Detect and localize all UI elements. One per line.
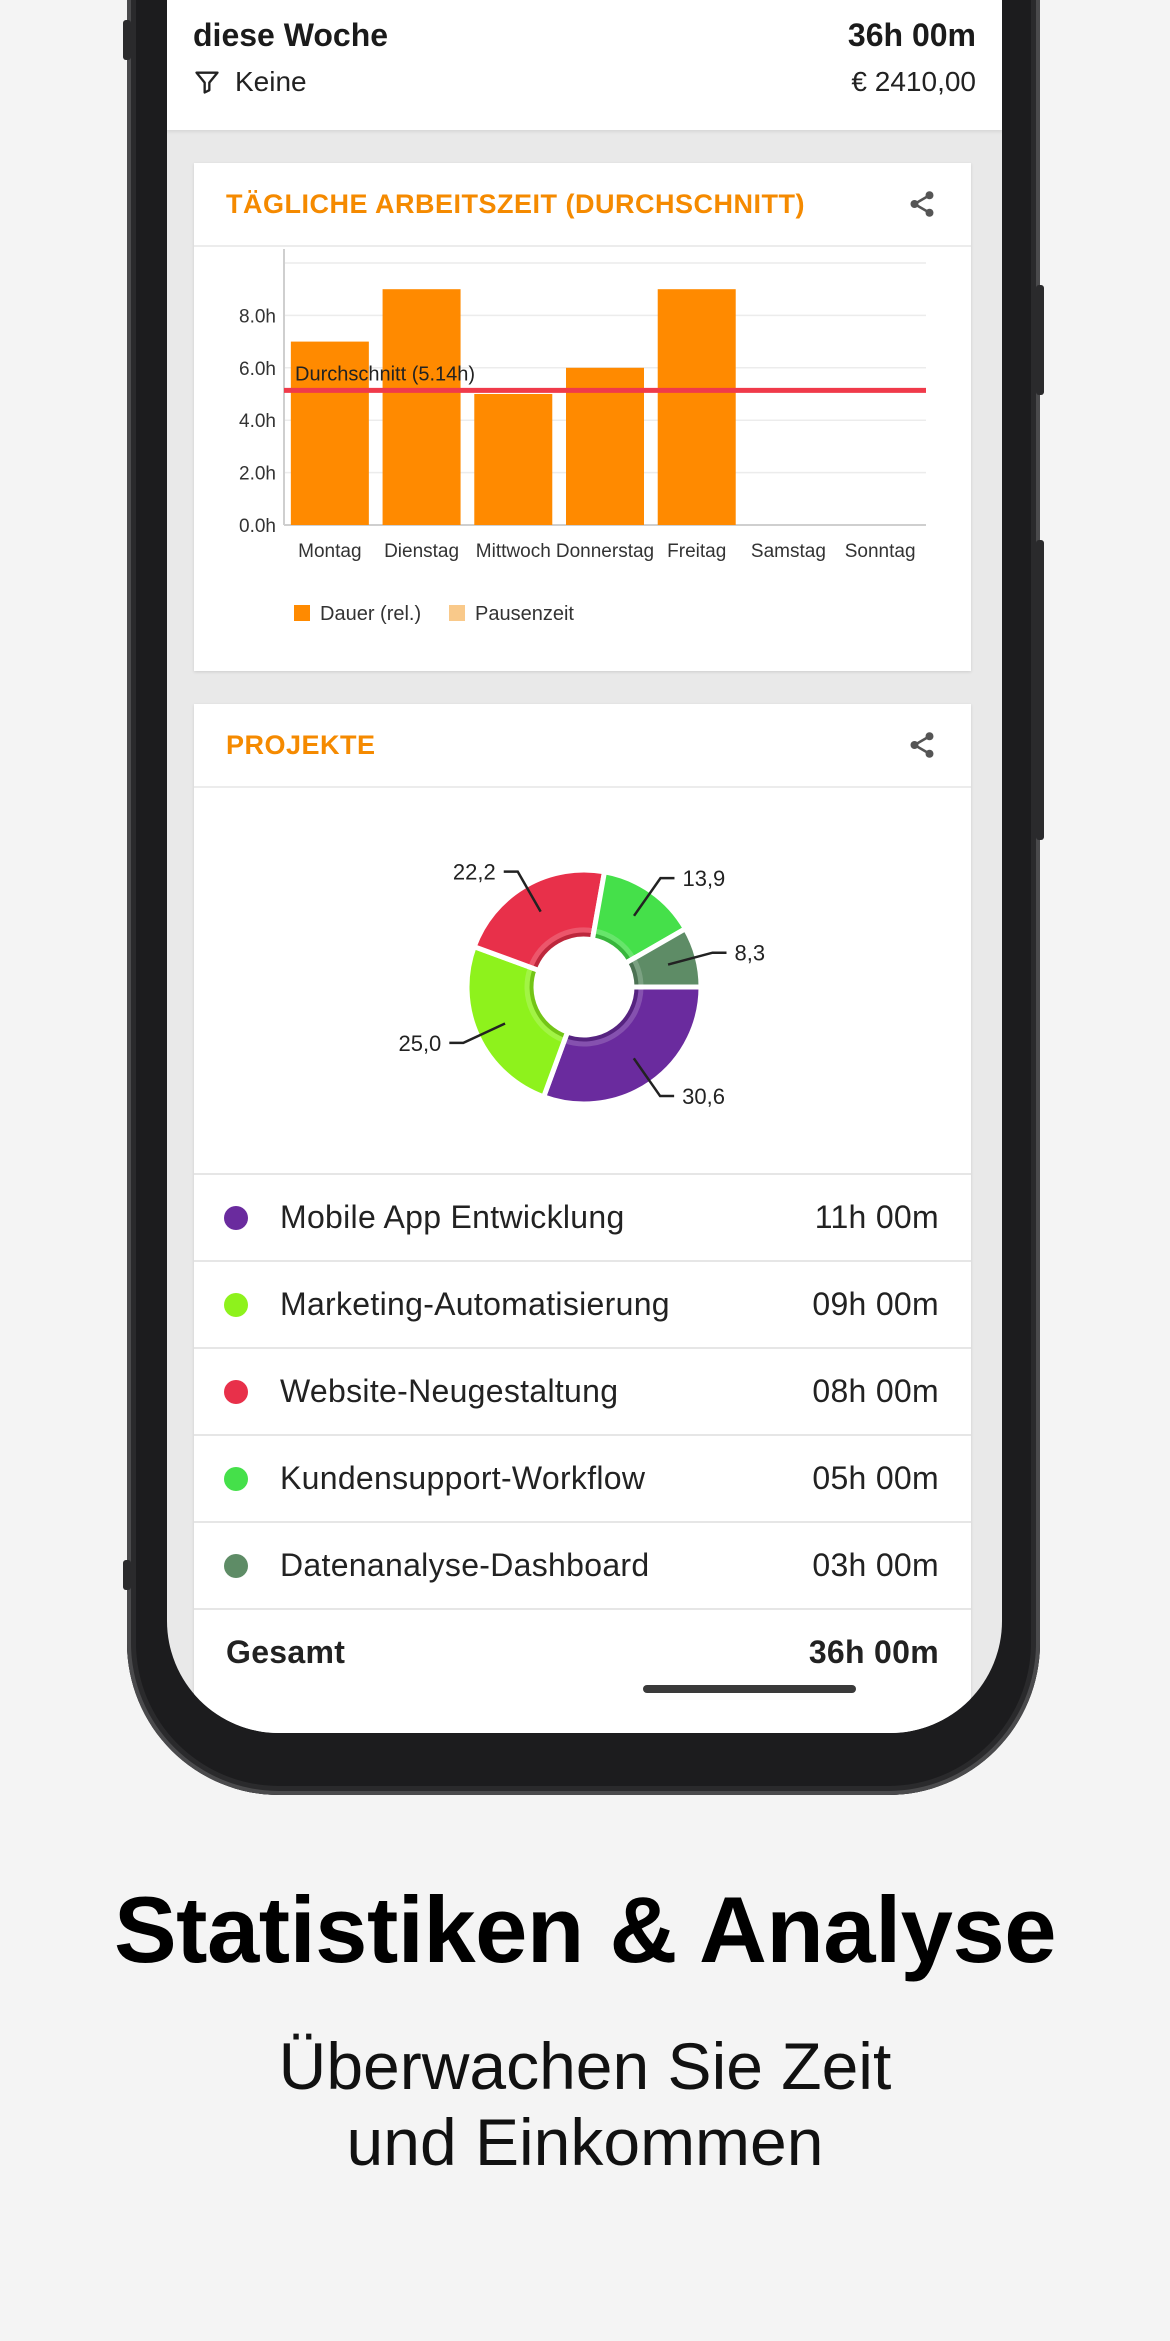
y-tick-label: 8.0h: [239, 306, 276, 327]
leader-line: [503, 870, 542, 913]
x-tick-label: Mittwoch: [476, 541, 551, 562]
list-item[interactable]: Marketing-Automatisierung 09h 00m: [194, 1260, 971, 1347]
period-label[interactable]: diese Woche: [193, 17, 389, 53]
bar: [290, 341, 369, 525]
bar: [474, 393, 553, 525]
color-dot: [224, 1553, 248, 1578]
project-duration: 05h 00m: [812, 1460, 939, 1496]
x-tick-label: Samstag: [751, 541, 826, 562]
earnings-value: € 2410,00: [851, 66, 976, 97]
y-tick-label: 6.0h: [239, 359, 276, 380]
donut-slice: [622, 925, 704, 990]
project-name: Datenanalyse-Dashboard: [280, 1547, 650, 1583]
card-title: TÄGLICHE ARBEITSZEIT (DURCHSCHNITT): [226, 188, 805, 219]
bar: [382, 289, 461, 525]
bar: [657, 289, 736, 525]
donut-slice: [470, 867, 608, 974]
color-dot: [224, 1205, 248, 1230]
project-name: Mobile App Entwicklung: [280, 1199, 625, 1235]
leader-line: [449, 1022, 506, 1045]
legend-label: Pausenzeit: [475, 603, 574, 625]
projects-card: PROJEKTE 30,6 25,0 22,2 13,9 8,3 Mobile App …: [194, 704, 971, 1733]
legend-label: Dauer (rel.): [320, 603, 421, 625]
share-icon[interactable]: [907, 730, 937, 760]
project-duration: 03h 00m: [812, 1547, 939, 1583]
donut-inner-ring: [622, 955, 644, 990]
y-tick-label: 0.0h: [239, 516, 276, 537]
daily-bar-chart: 0.0h 2.0h 4.0h 6.0h 8.0h Montag Dienstag Mittwo…: [239, 249, 926, 625]
bar: [566, 367, 644, 525]
summary-header: diese Woche 36h 00m Keine € 2410,00: [167, 0, 1002, 130]
total-time: 36h 00m: [847, 17, 976, 53]
project-duration: 09h 00m: [812, 1286, 939, 1322]
side-button: [1036, 285, 1044, 395]
total-row: Gesamt 36h 00m: [194, 1608, 971, 1695]
y-tick-label: 2.0h: [239, 464, 276, 485]
x-tick-label: Dienstag: [384, 541, 459, 562]
total-value: 36h 00m: [808, 1634, 939, 1670]
slice-label: 25,0: [398, 1031, 441, 1056]
x-tick-label: Montag: [298, 541, 361, 562]
legend-swatch: [449, 605, 465, 621]
leader-line: [632, 1057, 675, 1098]
color-dot: [224, 1466, 248, 1491]
project-name: Website-Neugestaltung: [280, 1373, 619, 1409]
x-tick-label: Sonntag: [845, 541, 916, 562]
home-indicator[interactable]: [643, 1685, 856, 1693]
total-label: Gesamt: [226, 1634, 346, 1670]
filter-icon: [195, 71, 219, 94]
leader-line: [633, 876, 675, 917]
projects-donut-chart: 30,6 25,0 22,2 13,9 8,3: [398, 860, 766, 1109]
marketing-subline: Überwachen Sie Zeit und Einkommen: [278, 2029, 892, 2179]
filter-label: Keine: [235, 66, 307, 97]
average-label: Durchschnitt (5.14h): [295, 363, 475, 385]
color-dot: [224, 1292, 248, 1317]
x-tick-label: Donnerstag: [556, 541, 654, 562]
donut-slice: [464, 943, 571, 1101]
list-item[interactable]: Kundensupport-Workflow 05h 00m: [194, 1434, 971, 1521]
leader-line: [667, 951, 727, 966]
slice-label: 30,6: [682, 1084, 725, 1109]
daily-worktime-card: TÄGLICHE ARBEITSZEIT (DURCHSCHNITT) 0.0h…: [194, 163, 971, 671]
slice-label: 13,9: [682, 866, 725, 891]
side-button: [123, 1560, 131, 1590]
share-icon[interactable]: [907, 189, 937, 219]
slice-label: 8,3: [735, 941, 766, 966]
side-button: [123, 20, 131, 60]
list-item[interactable]: Datenanalyse-Dashboard 03h 00m: [194, 1521, 971, 1608]
phone-screen: diese Woche 36h 00m Keine € 2410,00 TÄGL…: [167, 0, 1002, 1733]
x-tick-label: Freitag: [667, 541, 726, 562]
project-duration: 08h 00m: [812, 1373, 939, 1409]
list-item[interactable]: Mobile App Entwicklung 11h 00m: [194, 1173, 971, 1260]
donut-slice: [540, 984, 704, 1107]
card-title: PROJEKTE: [226, 729, 376, 760]
side-button: [1036, 540, 1044, 840]
color-dot: [224, 1379, 248, 1404]
filter-button[interactable]: Keine: [193, 66, 307, 98]
list-item[interactable]: Website-Neugestaltung 08h 00m: [194, 1347, 971, 1434]
slice-label: 22,2: [453, 860, 496, 885]
y-tick-label: 4.0h: [239, 411, 276, 432]
project-name: Marketing-Automatisierung: [280, 1286, 670, 1322]
legend-swatch: [294, 605, 310, 621]
project-name: Kundensupport-Workflow: [280, 1460, 646, 1496]
project-duration: 11h 00m: [814, 1199, 939, 1235]
marketing-headline: Statistiken & Analyse: [113, 1877, 1057, 1982]
project-list: Mobile App Entwicklung 11h 00m Marketing…: [194, 1173, 971, 1695]
